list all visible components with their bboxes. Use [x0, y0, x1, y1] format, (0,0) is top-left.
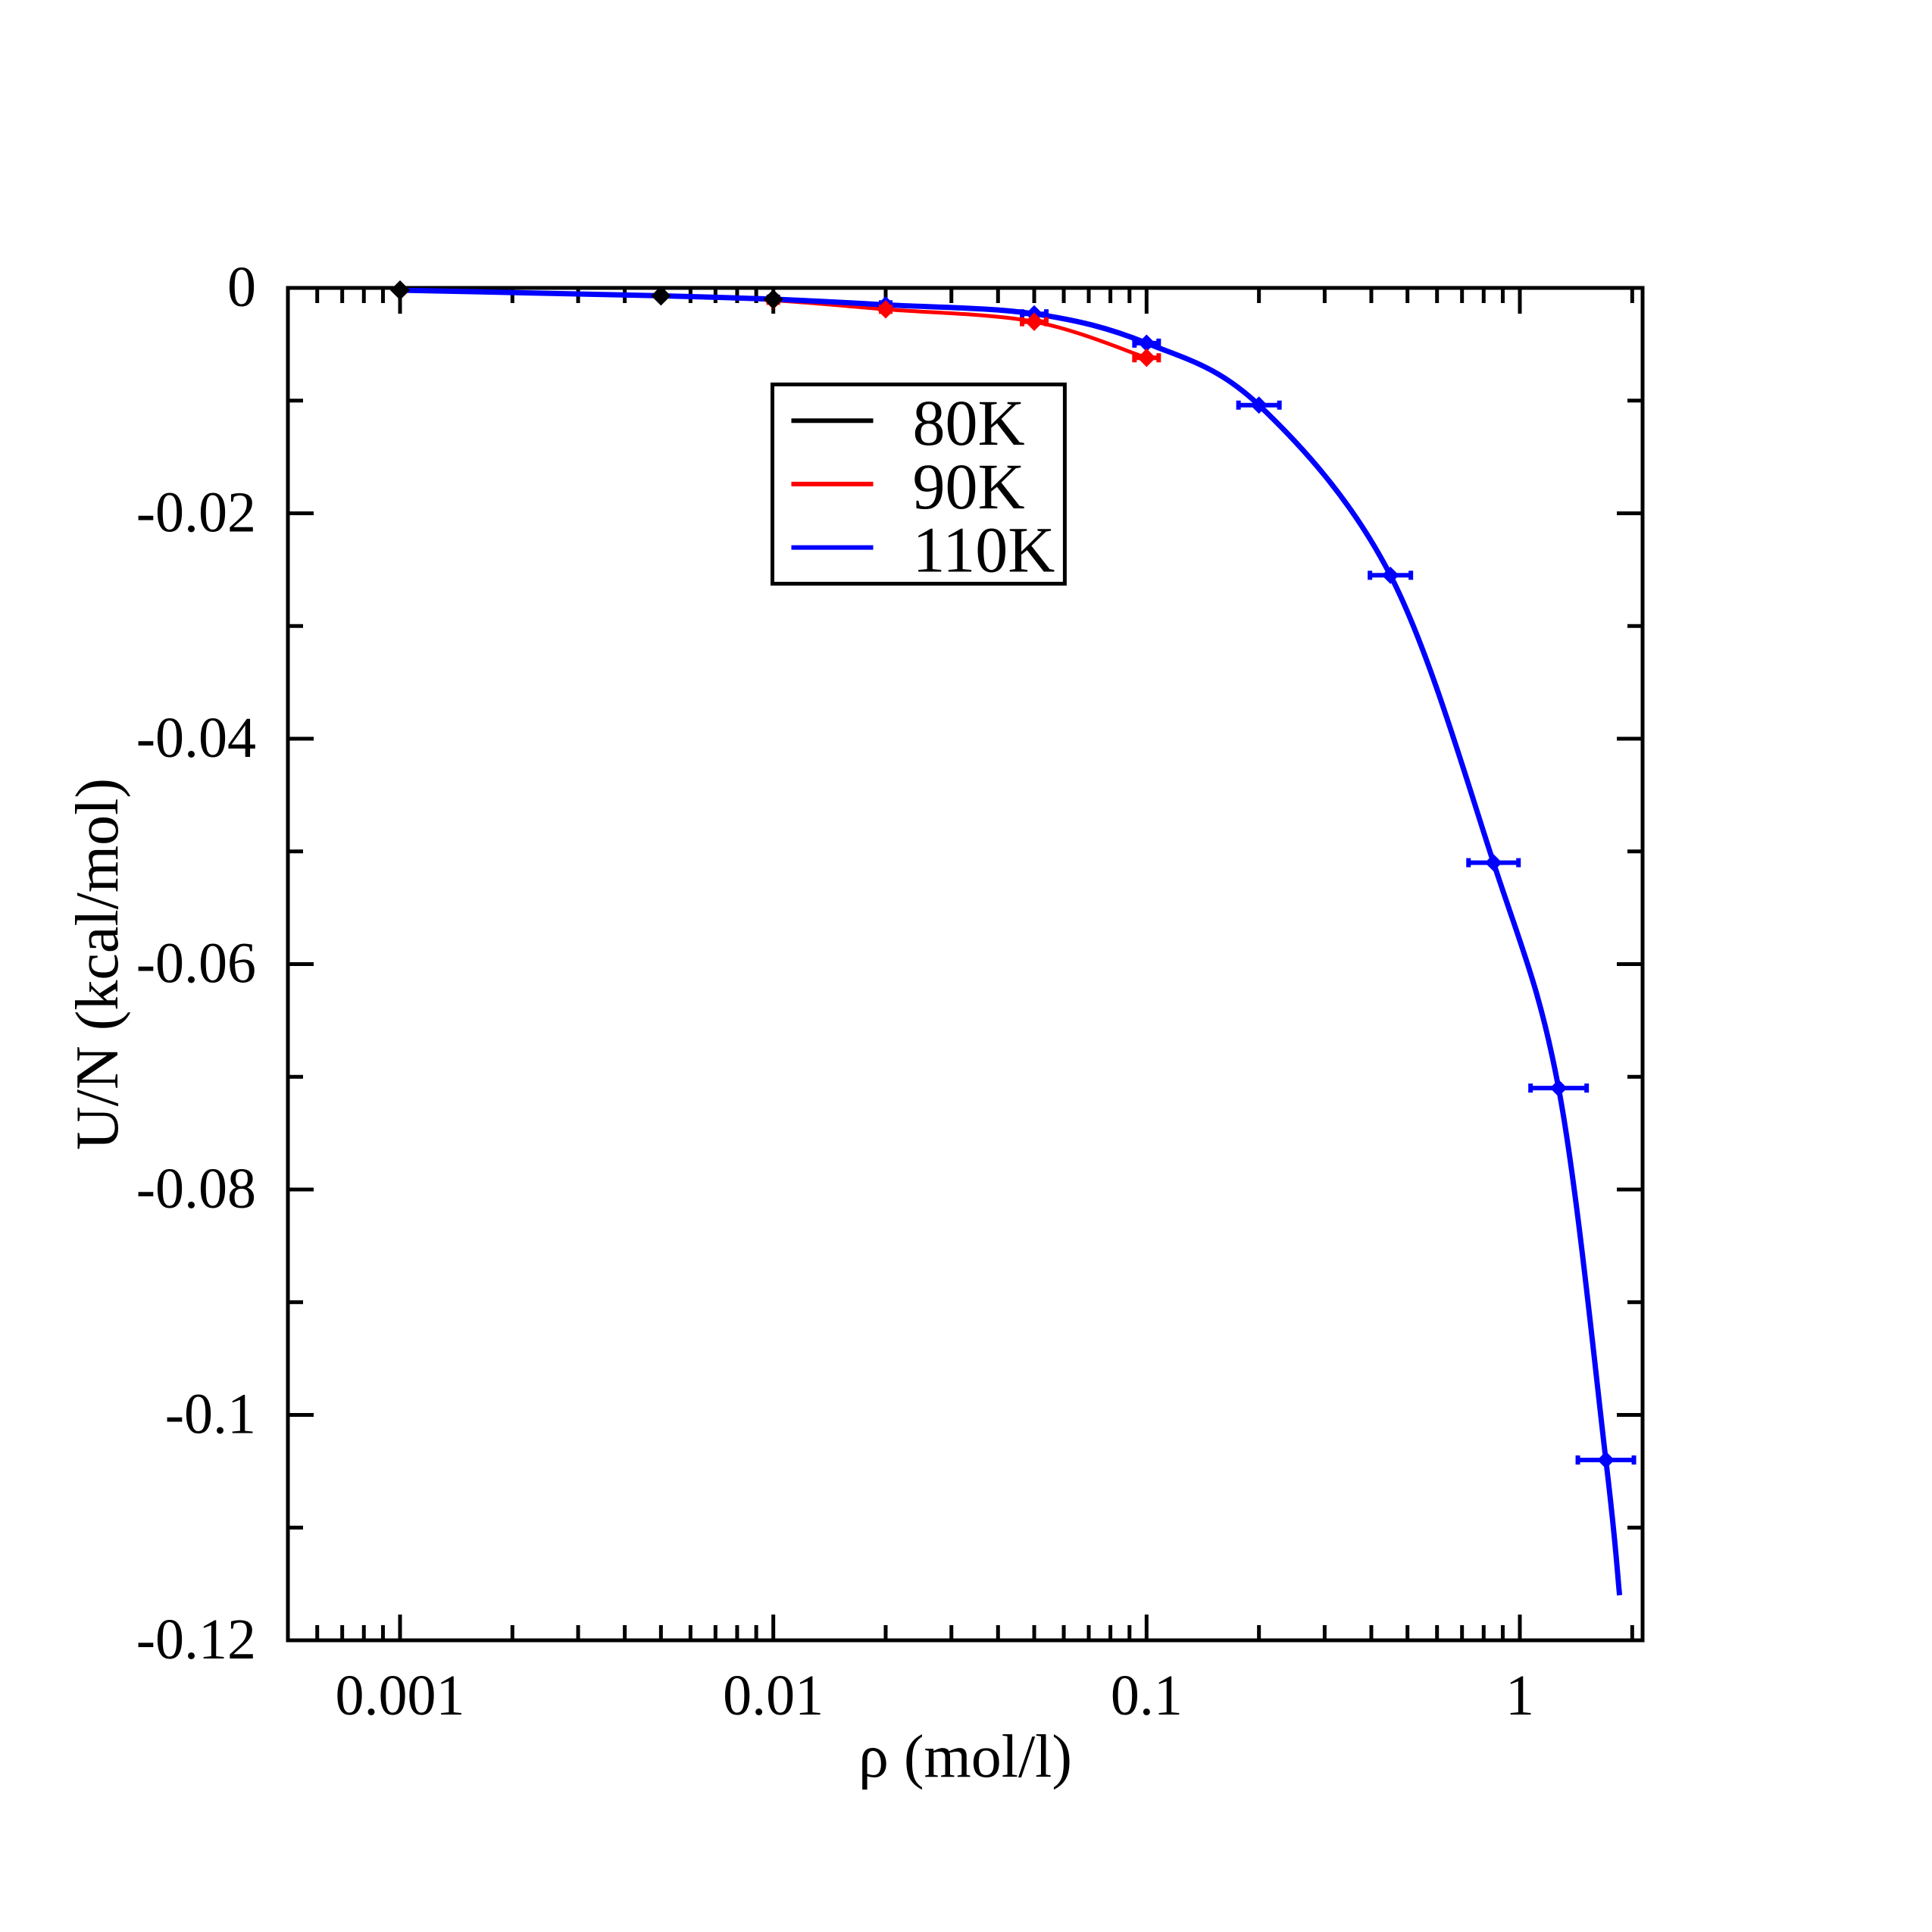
svg-text:80K: 80K [913, 386, 1025, 459]
svg-text:U/N (kcal/mol): U/N (kcal/mol) [64, 778, 131, 1150]
svg-text:110K: 110K [913, 514, 1055, 586]
svg-text:-0.08: -0.08 [136, 1157, 256, 1221]
svg-text:0.01: 0.01 [723, 1664, 824, 1727]
svg-text:1: 1 [1505, 1664, 1534, 1727]
svg-text:0.1: 0.1 [1111, 1664, 1183, 1727]
svg-text:ρ (mol/l): ρ (mol/l) [858, 1724, 1072, 1790]
svg-text:0.001: 0.001 [336, 1664, 465, 1727]
svg-text:-0.12: -0.12 [136, 1608, 256, 1671]
svg-text:0: 0 [227, 255, 256, 319]
svg-text:-0.04: -0.04 [136, 706, 256, 770]
svg-text:-0.02: -0.02 [136, 481, 256, 545]
svg-text:-0.1: -0.1 [165, 1383, 256, 1446]
svg-text:90K: 90K [913, 450, 1025, 523]
svg-text:-0.06: -0.06 [136, 932, 256, 996]
